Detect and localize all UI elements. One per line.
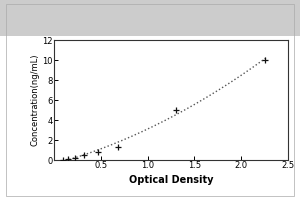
Y-axis label: Concentration(ng/mL): Concentration(ng/mL): [30, 54, 39, 146]
Bar: [0, 36, 300, 200]
Bar: [0, 0, 300, 36]
X-axis label: Optical Density: Optical Density: [129, 175, 213, 185]
